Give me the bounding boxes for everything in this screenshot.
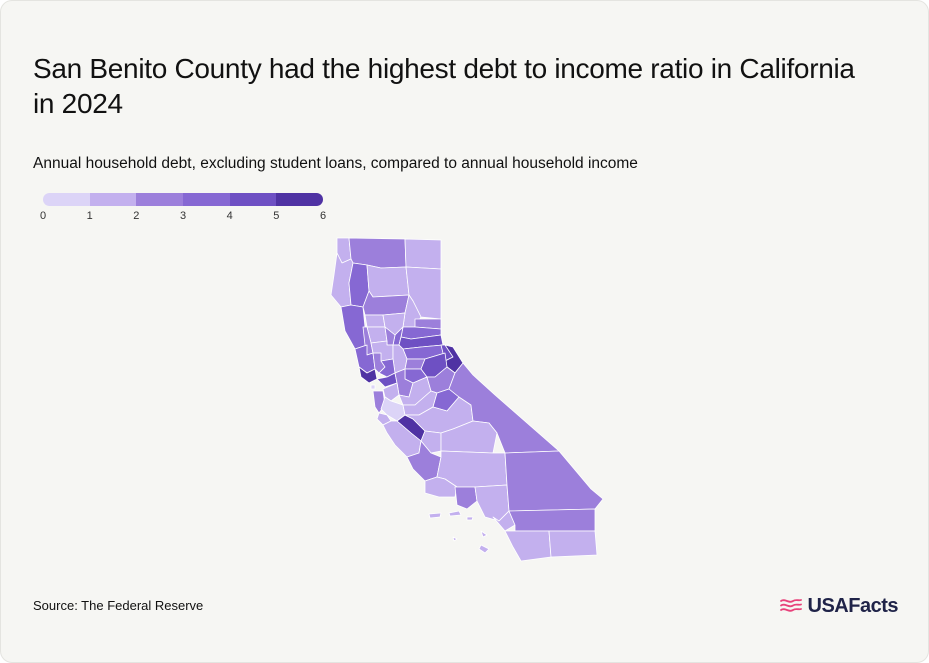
county-ventura: [454, 486, 478, 510]
flag-icon: [779, 599, 802, 612]
county-riverside: [508, 508, 596, 532]
legend-swatch: [43, 193, 91, 206]
legend-tick-label: 3: [179, 210, 187, 222]
legend-tick-label: 2: [133, 210, 140, 222]
brand-name: USAFacts: [807, 594, 899, 617]
county-alameda: [382, 382, 400, 402]
county-san-francisco: [370, 384, 376, 390]
channel-island-3: [466, 516, 474, 521]
legend-tick-label: 0: [39, 210, 47, 222]
source-note: Source: The Federal Reserve: [33, 598, 204, 613]
legend-swatch: [229, 193, 277, 206]
channel-island-2: [448, 510, 462, 517]
color-legend: 0 1 2 3 4 5 6: [39, 193, 327, 227]
legend-tick-label: 5: [273, 210, 280, 222]
county-imperial: [548, 530, 598, 558]
channel-island-6: [478, 544, 490, 554]
legend-swatch: [136, 193, 184, 206]
chart-title: San Benito County had the highest debt t…: [33, 53, 855, 119]
legend-swatch: [276, 193, 324, 206]
channel-island-5: [452, 536, 458, 542]
legend-tick-label: 4: [226, 210, 233, 222]
legend-bar: [43, 193, 324, 206]
county-shasta: [366, 264, 410, 298]
chart-subtitle: Annual household debt, excluding student…: [33, 155, 638, 172]
county-modoc: [404, 238, 442, 270]
usafacts-logo: USAFacts: [779, 593, 899, 619]
legend-tick-label: 6: [319, 210, 327, 222]
channel-island-1: [428, 512, 442, 519]
county-kings: [420, 430, 442, 454]
legend-tick-label: 1: [86, 210, 93, 222]
legend-swatch: [183, 193, 231, 206]
california-county-map: [330, 237, 604, 562]
county-san-diego: [504, 530, 552, 562]
channel-island-4: [480, 530, 488, 538]
county-glenn: [364, 314, 386, 328]
county-san-bernardino: [504, 450, 604, 512]
legend-swatch: [89, 193, 137, 206]
